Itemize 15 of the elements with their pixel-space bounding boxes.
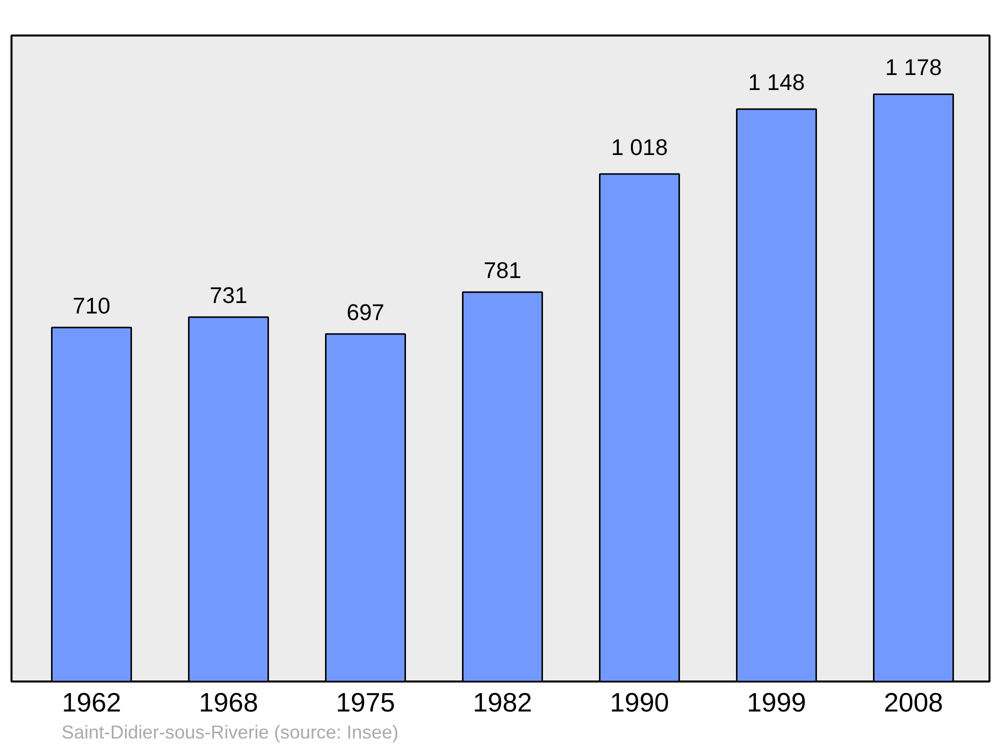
data-label: 781 bbox=[484, 257, 522, 284]
x-tick-label: 1990 bbox=[610, 688, 670, 718]
text: Saint-Didier-sous-Riverie (source: Insee) bbox=[62, 722, 398, 742]
data-label: 710 bbox=[72, 292, 110, 319]
x-tick-label: 1999 bbox=[746, 688, 806, 718]
x-tick-label: 1962 bbox=[62, 688, 122, 718]
data-label: 1 178 bbox=[885, 54, 942, 80]
data-label: 1 018 bbox=[611, 134, 668, 160]
x-tick-label: 1968 bbox=[198, 688, 258, 718]
x-tick-label: 1975 bbox=[336, 688, 396, 718]
data-label: 731 bbox=[210, 282, 248, 308]
x-tick-label: 2008 bbox=[884, 688, 944, 718]
data-label: 1 148 bbox=[748, 69, 805, 96]
x-tick-label: 1982 bbox=[472, 688, 532, 718]
data-label: 697 bbox=[346, 299, 384, 326]
